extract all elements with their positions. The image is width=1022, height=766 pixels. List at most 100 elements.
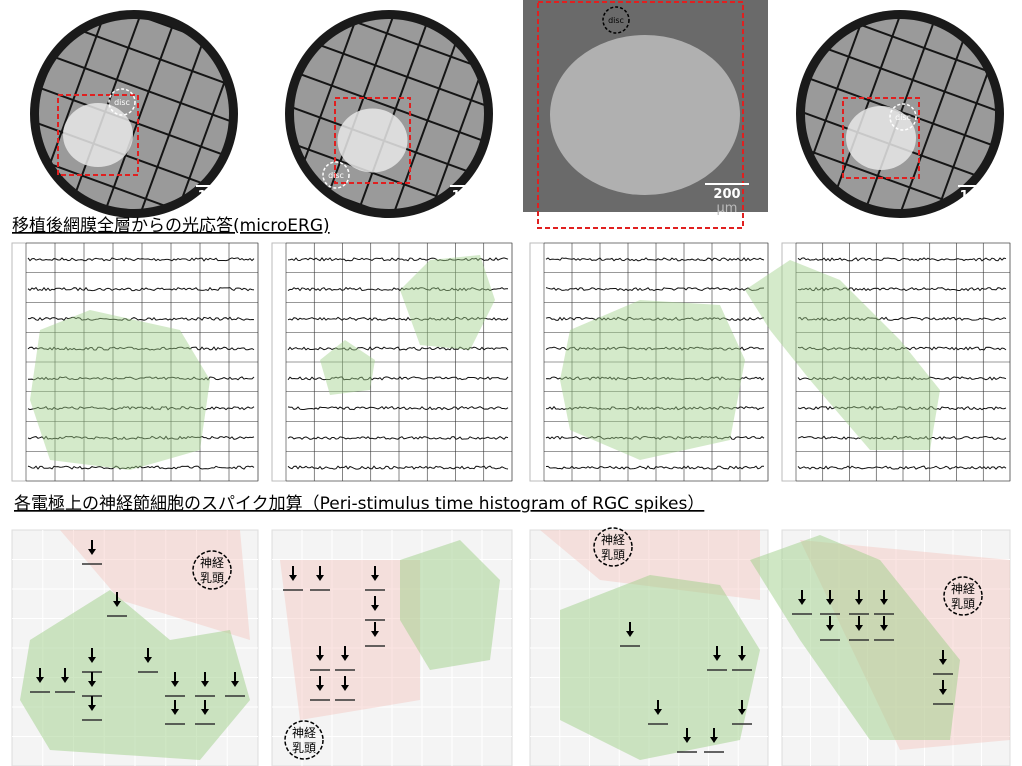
disc-label: 乳頭 — [200, 571, 224, 585]
erg-panel — [529, 242, 769, 482]
tissue — [846, 106, 916, 170]
erg-trace — [797, 465, 1007, 470]
arrow-head — [710, 737, 718, 743]
arrow-head — [738, 709, 746, 715]
disc-label: disc — [608, 16, 624, 25]
arrow-head — [939, 689, 947, 695]
arrow-head — [289, 575, 297, 581]
arrow-head — [626, 631, 634, 637]
arrow-head — [713, 655, 721, 661]
erg-trace — [545, 257, 765, 262]
erg-trace — [797, 435, 1007, 441]
disc-marker — [284, 720, 324, 760]
erg-trace — [545, 465, 764, 470]
erg-trace — [287, 376, 509, 381]
arrow-head — [113, 601, 121, 607]
erg-trace — [545, 405, 765, 411]
disc-label: 神経 — [292, 726, 316, 740]
arrow-head — [316, 575, 324, 581]
arrow-head — [880, 599, 888, 605]
disc-label: 神経 — [601, 533, 625, 547]
roi-box — [57, 94, 139, 176]
roi-box — [537, 1, 744, 229]
erg-trace — [545, 435, 765, 440]
arrow-head — [231, 681, 239, 687]
erg-trace — [545, 316, 765, 321]
tissue — [63, 103, 133, 167]
erg-trace — [797, 286, 1007, 292]
arrow-head — [88, 705, 96, 711]
response-area — [560, 300, 745, 460]
erg-trace — [797, 376, 1007, 381]
disc-marker — [192, 550, 232, 590]
erg-trace — [27, 435, 255, 440]
arrow-head — [371, 575, 379, 581]
photo-panel: disc 1 mm — [267, 10, 512, 218]
erg-trace — [797, 405, 1007, 411]
photo-panel: disc 1 mm — [12, 10, 257, 218]
arrow-head — [341, 655, 349, 661]
disc-label: 乳頭 — [951, 597, 975, 611]
disc-marker — [593, 527, 633, 567]
arrow-head — [88, 681, 96, 687]
erg-trace — [797, 257, 1007, 262]
disc-label: 神経 — [200, 556, 224, 570]
arrow-head — [826, 599, 834, 605]
erg-trace — [545, 376, 765, 381]
disc-label: 乳頭 — [601, 548, 625, 562]
photo-panel: disc 1 mm — [778, 10, 1022, 218]
disc-label: disc — [328, 171, 344, 180]
erg-trace — [27, 257, 255, 262]
psth-title: 各電極上の神経節細胞のスパイク加算（Peri-stimulus time his… — [14, 494, 704, 514]
response-area — [20, 590, 250, 760]
arrow-head — [855, 599, 863, 605]
arrow-head — [201, 709, 209, 715]
erg-trace — [28, 376, 255, 381]
response-area — [560, 575, 760, 760]
inactive-area — [280, 560, 420, 720]
inactive-area — [60, 530, 250, 640]
arrow-head — [371, 605, 379, 611]
disc-label: 神経 — [951, 582, 975, 596]
disc-marker — [322, 161, 350, 189]
scale-unit: μm — [717, 201, 738, 216]
scale-label: 200 — [713, 187, 740, 202]
disc-marker — [108, 88, 136, 116]
arrow-head — [36, 677, 44, 683]
erg-trace — [797, 316, 1007, 321]
arrow-head — [683, 737, 691, 743]
arrow-head — [61, 677, 69, 683]
disc-label: disc — [895, 113, 911, 122]
roi-box — [842, 97, 920, 179]
disc-marker — [889, 103, 917, 131]
erg-trace — [287, 257, 509, 262]
scale-label: 1 mm — [960, 189, 1001, 204]
response-area — [745, 260, 940, 450]
disc-label: disc — [114, 98, 130, 107]
response-area — [400, 255, 495, 350]
arrow-head — [738, 655, 746, 661]
disc-label: 乳頭 — [292, 741, 316, 755]
erg-panel — [745, 242, 1011, 482]
arrow-head — [880, 625, 888, 631]
arrow-head — [316, 655, 324, 661]
arrow-head — [201, 681, 209, 687]
erg-trace — [287, 316, 509, 322]
erg-trace — [27, 405, 255, 411]
response-area — [30, 310, 210, 470]
disc-marker — [602, 6, 630, 34]
erg-trace — [287, 436, 509, 440]
arrow-head — [144, 657, 152, 663]
photo-net — [39, 19, 229, 209]
erg-trace — [545, 346, 765, 351]
arrow-head — [939, 659, 947, 665]
erg-trace — [287, 406, 509, 411]
arrow-head — [826, 625, 834, 631]
erg-panel — [271, 242, 513, 482]
arrow-head — [88, 657, 96, 663]
response-area — [750, 535, 960, 740]
erg-trace — [287, 346, 509, 351]
erg-trace — [797, 346, 1007, 351]
